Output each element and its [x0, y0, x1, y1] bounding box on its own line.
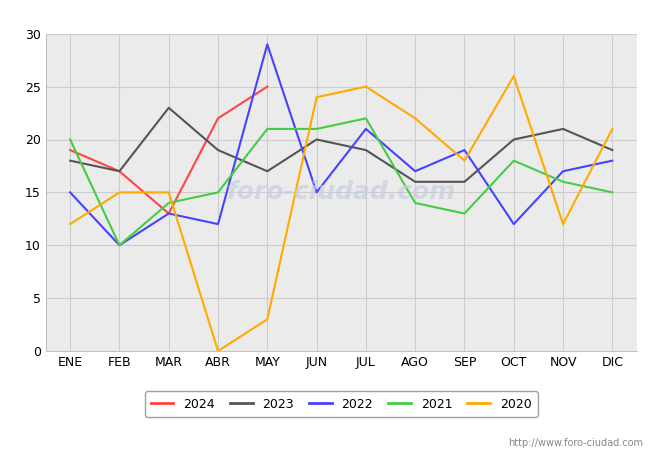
2022 — [411, 169, 419, 174]
2020 — [510, 73, 517, 79]
2022 — [214, 221, 222, 227]
Text: Matriculaciones de Vehiculos en Vidreres: Matriculaciones de Vehiculos en Vidreres — [155, 8, 495, 26]
2021 — [313, 126, 320, 131]
2024 — [165, 211, 173, 216]
2023 — [559, 126, 567, 131]
2023 — [313, 137, 320, 142]
2021 — [116, 243, 124, 248]
2023 — [66, 158, 74, 163]
2021 — [362, 116, 370, 121]
Line: 2023: 2023 — [70, 108, 612, 182]
2022 — [608, 158, 616, 163]
2021 — [165, 200, 173, 206]
2023 — [116, 169, 124, 174]
2020 — [411, 116, 419, 121]
Line: 2024: 2024 — [70, 86, 267, 213]
Line: 2021: 2021 — [70, 118, 612, 245]
2020 — [214, 348, 222, 354]
2021 — [411, 200, 419, 206]
2020 — [461, 158, 469, 163]
Text: foro-ciudad.com: foro-ciudad.com — [227, 180, 456, 204]
2021 — [66, 137, 74, 142]
2022 — [116, 243, 124, 248]
2024 — [263, 84, 271, 89]
2023 — [608, 148, 616, 153]
2022 — [165, 211, 173, 216]
2020 — [559, 221, 567, 227]
2023 — [461, 179, 469, 184]
2022 — [559, 169, 567, 174]
2022 — [510, 221, 517, 227]
2023 — [362, 148, 370, 153]
2021 — [510, 158, 517, 163]
2024 — [66, 148, 74, 153]
2023 — [510, 137, 517, 142]
2022 — [263, 42, 271, 47]
2022 — [66, 190, 74, 195]
Line: 2020: 2020 — [70, 76, 612, 351]
2021 — [263, 126, 271, 131]
2021 — [559, 179, 567, 184]
2020 — [263, 317, 271, 322]
2020 — [608, 126, 616, 131]
2022 — [362, 126, 370, 131]
2024 — [116, 169, 124, 174]
2022 — [461, 148, 469, 153]
2024 — [214, 116, 222, 121]
2020 — [165, 190, 173, 195]
2023 — [411, 179, 419, 184]
2020 — [313, 94, 320, 100]
2020 — [362, 84, 370, 89]
2021 — [461, 211, 469, 216]
Text: http://www.foro-ciudad.com: http://www.foro-ciudad.com — [508, 438, 644, 448]
Legend: 2024, 2023, 2022, 2021, 2020: 2024, 2023, 2022, 2021, 2020 — [144, 391, 538, 417]
2023 — [214, 148, 222, 153]
2023 — [165, 105, 173, 110]
2021 — [214, 190, 222, 195]
Line: 2022: 2022 — [70, 45, 612, 245]
2020 — [66, 221, 74, 227]
2023 — [263, 169, 271, 174]
2021 — [608, 190, 616, 195]
2020 — [116, 190, 124, 195]
2022 — [313, 190, 320, 195]
